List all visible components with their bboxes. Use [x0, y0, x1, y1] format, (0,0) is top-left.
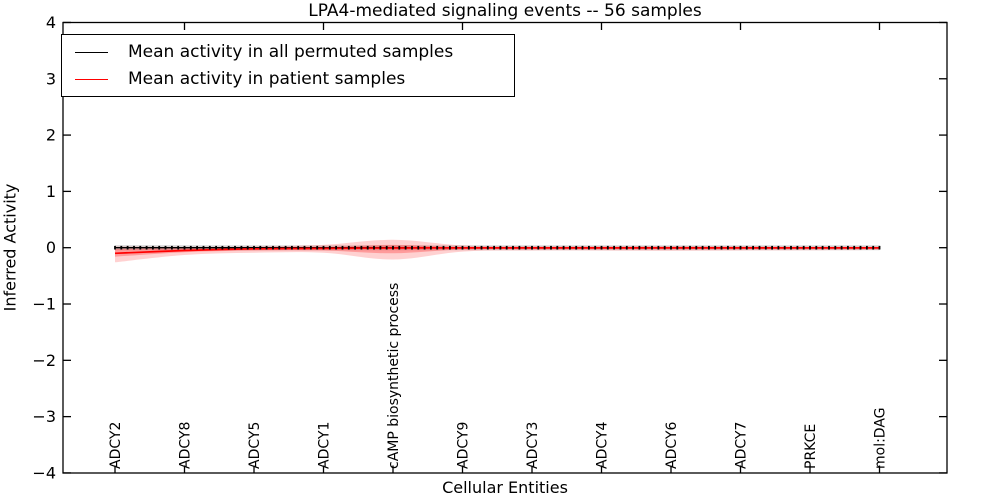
x-tick-label: ADCY4 — [595, 422, 611, 469]
y-tick-label: −4 — [32, 463, 56, 482]
legend-entry-permuted: Mean activity in all permuted samples — [62, 42, 514, 62]
x-tick-label: ADCY2 — [108, 422, 124, 469]
legend-label-patient: Mean activity in patient samples — [128, 69, 406, 89]
legend-swatch-patient-line — [75, 78, 108, 80]
x-tick-label: ADCY5 — [247, 422, 263, 469]
y-tick-label: 2 — [46, 126, 56, 145]
patient-std-band-outer — [115, 239, 880, 263]
legend-entry-patient: Mean activity in patient samples — [62, 69, 514, 89]
x-tick-label: ADCY6 — [664, 422, 680, 469]
x-tick-label: ADCY8 — [178, 422, 194, 469]
y-tick-label: 0 — [46, 238, 56, 257]
y-tick-label: −3 — [32, 407, 56, 426]
legend-swatch-permuted-line — [75, 51, 108, 53]
y-tick-label: 1 — [46, 182, 56, 201]
y-axis-label: Inferred Activity — [0, 183, 20, 312]
y-tick-label: −2 — [32, 351, 56, 370]
y-tick-label: −1 — [32, 295, 56, 314]
x-tick-label: PRKCE — [803, 424, 819, 469]
x-tick-label: mol:DAG — [873, 407, 889, 469]
legend: Mean activity in all permuted samples Me… — [61, 34, 515, 97]
y-tick-label: 4 — [46, 13, 56, 32]
x-tick-label: cAMP biosynthetic process — [386, 283, 402, 469]
chart-title: LPA4-mediated signaling events -- 56 sam… — [308, 1, 702, 21]
x-tick-label: ADCY7 — [734, 422, 750, 469]
y-tick-label: 3 — [46, 69, 56, 88]
x-axis-label: Cellular Entities — [442, 478, 568, 497]
x-tick-label: ADCY1 — [317, 422, 333, 469]
legend-label-permuted: Mean activity in all permuted samples — [128, 42, 454, 62]
permuted-line-markers — [114, 245, 881, 250]
x-tick-label: ADCY9 — [456, 422, 472, 469]
x-tick-label: ADCY3 — [525, 422, 541, 469]
